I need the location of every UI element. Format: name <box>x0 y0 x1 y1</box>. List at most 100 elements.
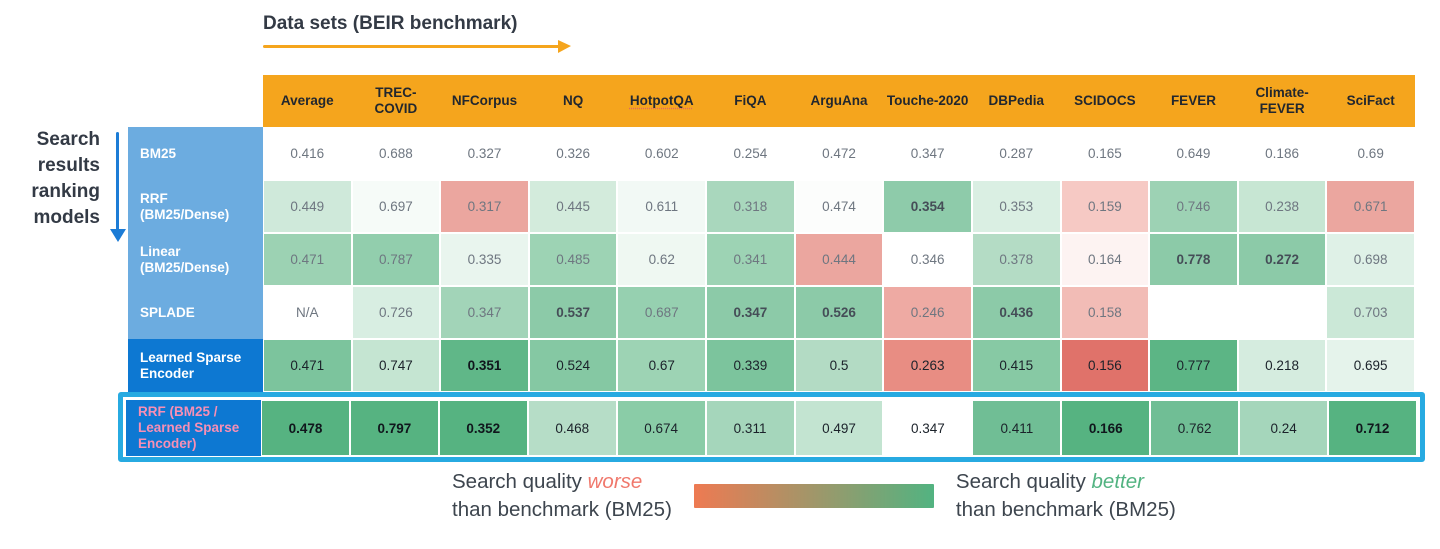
heatmap-cell: 0.272 <box>1237 233 1327 286</box>
heatmap-cell: 0.726 <box>351 286 441 339</box>
heatmap-cell: 0.497 <box>794 400 884 456</box>
heatmap-cell: 0.703 <box>1326 286 1415 339</box>
heatmap-cell: 0.526 <box>794 286 884 339</box>
column-header-scifact: SciFact <box>1326 75 1415 127</box>
right-arrow-icon <box>263 40 571 53</box>
table-body: BM25 0.416 0.688 0.327 0.326 0.602 0.254 0.472 0… <box>118 127 1425 462</box>
row-label: RRF (BM25/Dense) <box>128 180 263 233</box>
column-header-dbpedia: DBPedia <box>971 75 1061 127</box>
header-row: Average TREC-COVID NFCorpus NQ HotpotQA FiQA A… <box>128 75 1415 127</box>
column-header-trec-covid: TREC-COVID <box>351 75 441 127</box>
row-label: Linear (BM25/Dense) <box>128 233 263 286</box>
heatmap-cell: 0.5 <box>794 339 884 392</box>
heatmap-cell: 0.478 <box>261 400 350 456</box>
heatmap-cell: 0.762 <box>1150 400 1240 456</box>
heatmap-cell: 0.159 <box>1060 180 1150 233</box>
heatmap-cell: 0.485 <box>528 233 618 286</box>
table-row-linear-bm25-dense: Linear (BM25/Dense) 0.471 0.787 0.335 0.485 0… <box>128 233 1415 286</box>
heatmap-cell: 0.339 <box>706 339 795 392</box>
heatmap-cell: 0.347 <box>883 400 973 456</box>
datasets-axis-title: Data sets (BEIR benchmark) <box>263 13 518 34</box>
heatmap-cell: 0.671 <box>1326 180 1415 233</box>
heatmap-cell: 0.347 <box>440 286 529 339</box>
heatmap-cell: 0.777 <box>1149 339 1238 392</box>
heatmap-cell: 0.674 <box>616 400 706 456</box>
heatmap-table: Average TREC-COVID NFCorpus NQ HotpotQA FiQA A… <box>118 75 1425 462</box>
heatmap-cell: 0.471 <box>263 339 352 392</box>
heatmap-cell: 0.378 <box>971 233 1061 286</box>
heatmap-cell: 0.787 <box>351 233 441 286</box>
heatmap-cell: 0.695 <box>1326 339 1415 392</box>
heatmap-cell: 0.746 <box>1149 180 1238 233</box>
legend-worse-word: worse <box>587 470 643 493</box>
legend-better-text: Search quality better than benchmark (BM… <box>955 470 1176 521</box>
heatmap-cell: 0.246 <box>883 286 972 339</box>
table-row-rrf-bm25-learned-sparse-encoder: RRF (BM25 / Learned Sparse Encoder) 0.478… <box>126 400 1417 456</box>
heatmap-cell: 0.797 <box>349 400 439 456</box>
legend-worse-text: Search quality worse than benchmark (BM2… <box>452 470 672 521</box>
heatmap-cell: 0.67 <box>617 339 707 392</box>
heatmap-cell: 0.602 <box>617 127 707 180</box>
heatmap-cell: 0.354 <box>883 180 972 233</box>
heatmap-cell: 0.69 <box>1326 127 1415 180</box>
heatmap-cell: 0.468 <box>527 400 617 456</box>
table-row-bm25: BM25 0.416 0.688 0.327 0.326 0.602 0.254 0.472 0… <box>128 127 1415 180</box>
heatmap-cell: 0.263 <box>883 339 972 392</box>
heatmap-cell: 0.688 <box>351 127 441 180</box>
heatmap-cell: 0.335 <box>440 233 529 286</box>
heatmap-cell: 0.351 <box>440 339 529 392</box>
column-header-scidocs: SCIDOCS <box>1060 75 1150 127</box>
heatmap-cell: 0.411 <box>972 400 1062 456</box>
row-label: SPLADE <box>128 286 263 339</box>
heatmap-cell: 0.287 <box>971 127 1061 180</box>
heatmap-cell: 0.524 <box>528 339 618 392</box>
heatmap-cell <box>1149 286 1238 339</box>
heatmap-cell: 0.778 <box>1149 233 1238 286</box>
header-corner-cell <box>128 75 263 127</box>
heatmap-cell: 0.347 <box>883 127 972 180</box>
column-header-fiqa: FiQA <box>706 75 795 127</box>
heatmap-cell: 0.165 <box>1060 127 1150 180</box>
heatmap-cell: 0.649 <box>1149 127 1238 180</box>
column-header-fever: FEVER <box>1149 75 1238 127</box>
heatmap-cell: 0.218 <box>1237 339 1327 392</box>
heatmap-cell: 0.747 <box>351 339 441 392</box>
legend-gradient-bar <box>693 484 934 508</box>
heatmap-cell: 0.712 <box>1328 400 1417 456</box>
heatmap-cell: 0.341 <box>706 233 795 286</box>
heatmap-cell: 0.352 <box>438 400 528 456</box>
heatmap-cell: 0.156 <box>1060 339 1150 392</box>
table-row-splade: SPLADE N/A 0.726 0.347 0.537 0.687 0.347 0.526 0… <box>128 286 1415 339</box>
column-header-climate-fever: Climate-FEVER <box>1237 75 1327 127</box>
column-header-nfcorpus: NFCorpus <box>440 75 529 127</box>
row-label: RRF (BM25 / Learned Sparse Encoder) <box>126 400 261 456</box>
heatmap-cell: 0.697 <box>351 180 441 233</box>
heatmap-cell: 0.353 <box>971 180 1061 233</box>
heatmap-cell: 0.687 <box>617 286 707 339</box>
row-label: Learned Sparse Encoder <box>128 339 263 392</box>
heatmap-cell: N/A <box>263 286 352 339</box>
legend-better-word: better <box>1091 470 1144 493</box>
heatmap-cell: 0.444 <box>794 233 884 286</box>
column-header-arguana: ArguAna <box>794 75 884 127</box>
heatmap-cell: 0.474 <box>794 180 884 233</box>
models-axis-title: Search results ranking models <box>31 129 100 228</box>
heatmap-cell: 0.445 <box>528 180 618 233</box>
heatmap-cell: 0.471 <box>263 233 352 286</box>
heatmap-cell: 0.436 <box>971 286 1061 339</box>
heatmap-cell: 0.318 <box>706 180 795 233</box>
heatmap-cell: 0.62 <box>617 233 707 286</box>
column-header-touche-2020: Touche-2020 <box>883 75 972 127</box>
heatmap-cell: 0.611 <box>617 180 707 233</box>
column-header-average: Average <box>263 75 352 127</box>
heatmap-cell: 0.311 <box>705 400 795 456</box>
heatmap-cell <box>1237 286 1327 339</box>
heatmap-cell: 0.346 <box>883 233 972 286</box>
heatmap-cell: 0.537 <box>528 286 618 339</box>
heatmap-cell: 0.327 <box>440 127 529 180</box>
row-label: BM25 <box>128 127 263 180</box>
heatmap-cell: 0.347 <box>706 286 795 339</box>
heatmap-cell: 0.186 <box>1237 127 1327 180</box>
heatmap-cell: 0.472 <box>794 127 884 180</box>
